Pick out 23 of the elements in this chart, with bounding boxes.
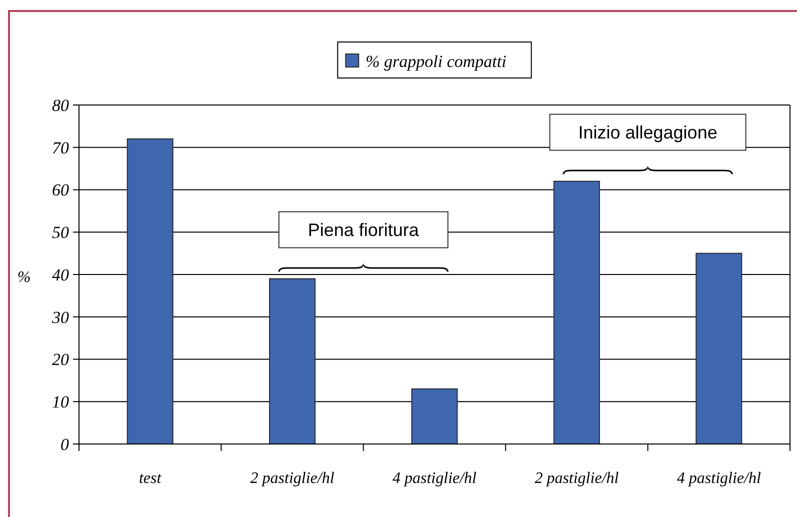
y-tick-label: 30 bbox=[51, 308, 70, 327]
bar bbox=[411, 388, 458, 444]
bar bbox=[553, 180, 600, 444]
y-tick-label: 10 bbox=[52, 392, 70, 412]
x-tick-label: 4 pastiglie/hl bbox=[392, 470, 478, 487]
x-tick-label: 2 pastiglie/hl bbox=[534, 470, 620, 487]
y-tick-label: 60 bbox=[52, 180, 70, 200]
bar bbox=[126, 138, 174, 444]
bar bbox=[696, 252, 742, 444]
y-tick-label: 40 bbox=[52, 265, 70, 284]
y-tick-label: 0 bbox=[60, 434, 70, 454]
y-tick-label: 50 bbox=[52, 223, 70, 242]
x-tick-label: test bbox=[138, 470, 162, 487]
y-tick-label: 80 bbox=[52, 96, 70, 115]
y-axis-title: % bbox=[17, 269, 31, 286]
y-tick-label: 20 bbox=[52, 350, 70, 370]
legend-label: % grappoli compatti bbox=[366, 52, 507, 71]
annotation: Inizio allegagione bbox=[578, 122, 718, 143]
annotation: Piena fioritura bbox=[308, 220, 420, 240]
x-tick-label: 4 pastiglie/hl bbox=[676, 470, 762, 487]
bar bbox=[269, 278, 316, 444]
y-tick-label: 70 bbox=[52, 138, 70, 158]
x-tick-label: 2 pastiglie/hl bbox=[250, 470, 335, 487]
